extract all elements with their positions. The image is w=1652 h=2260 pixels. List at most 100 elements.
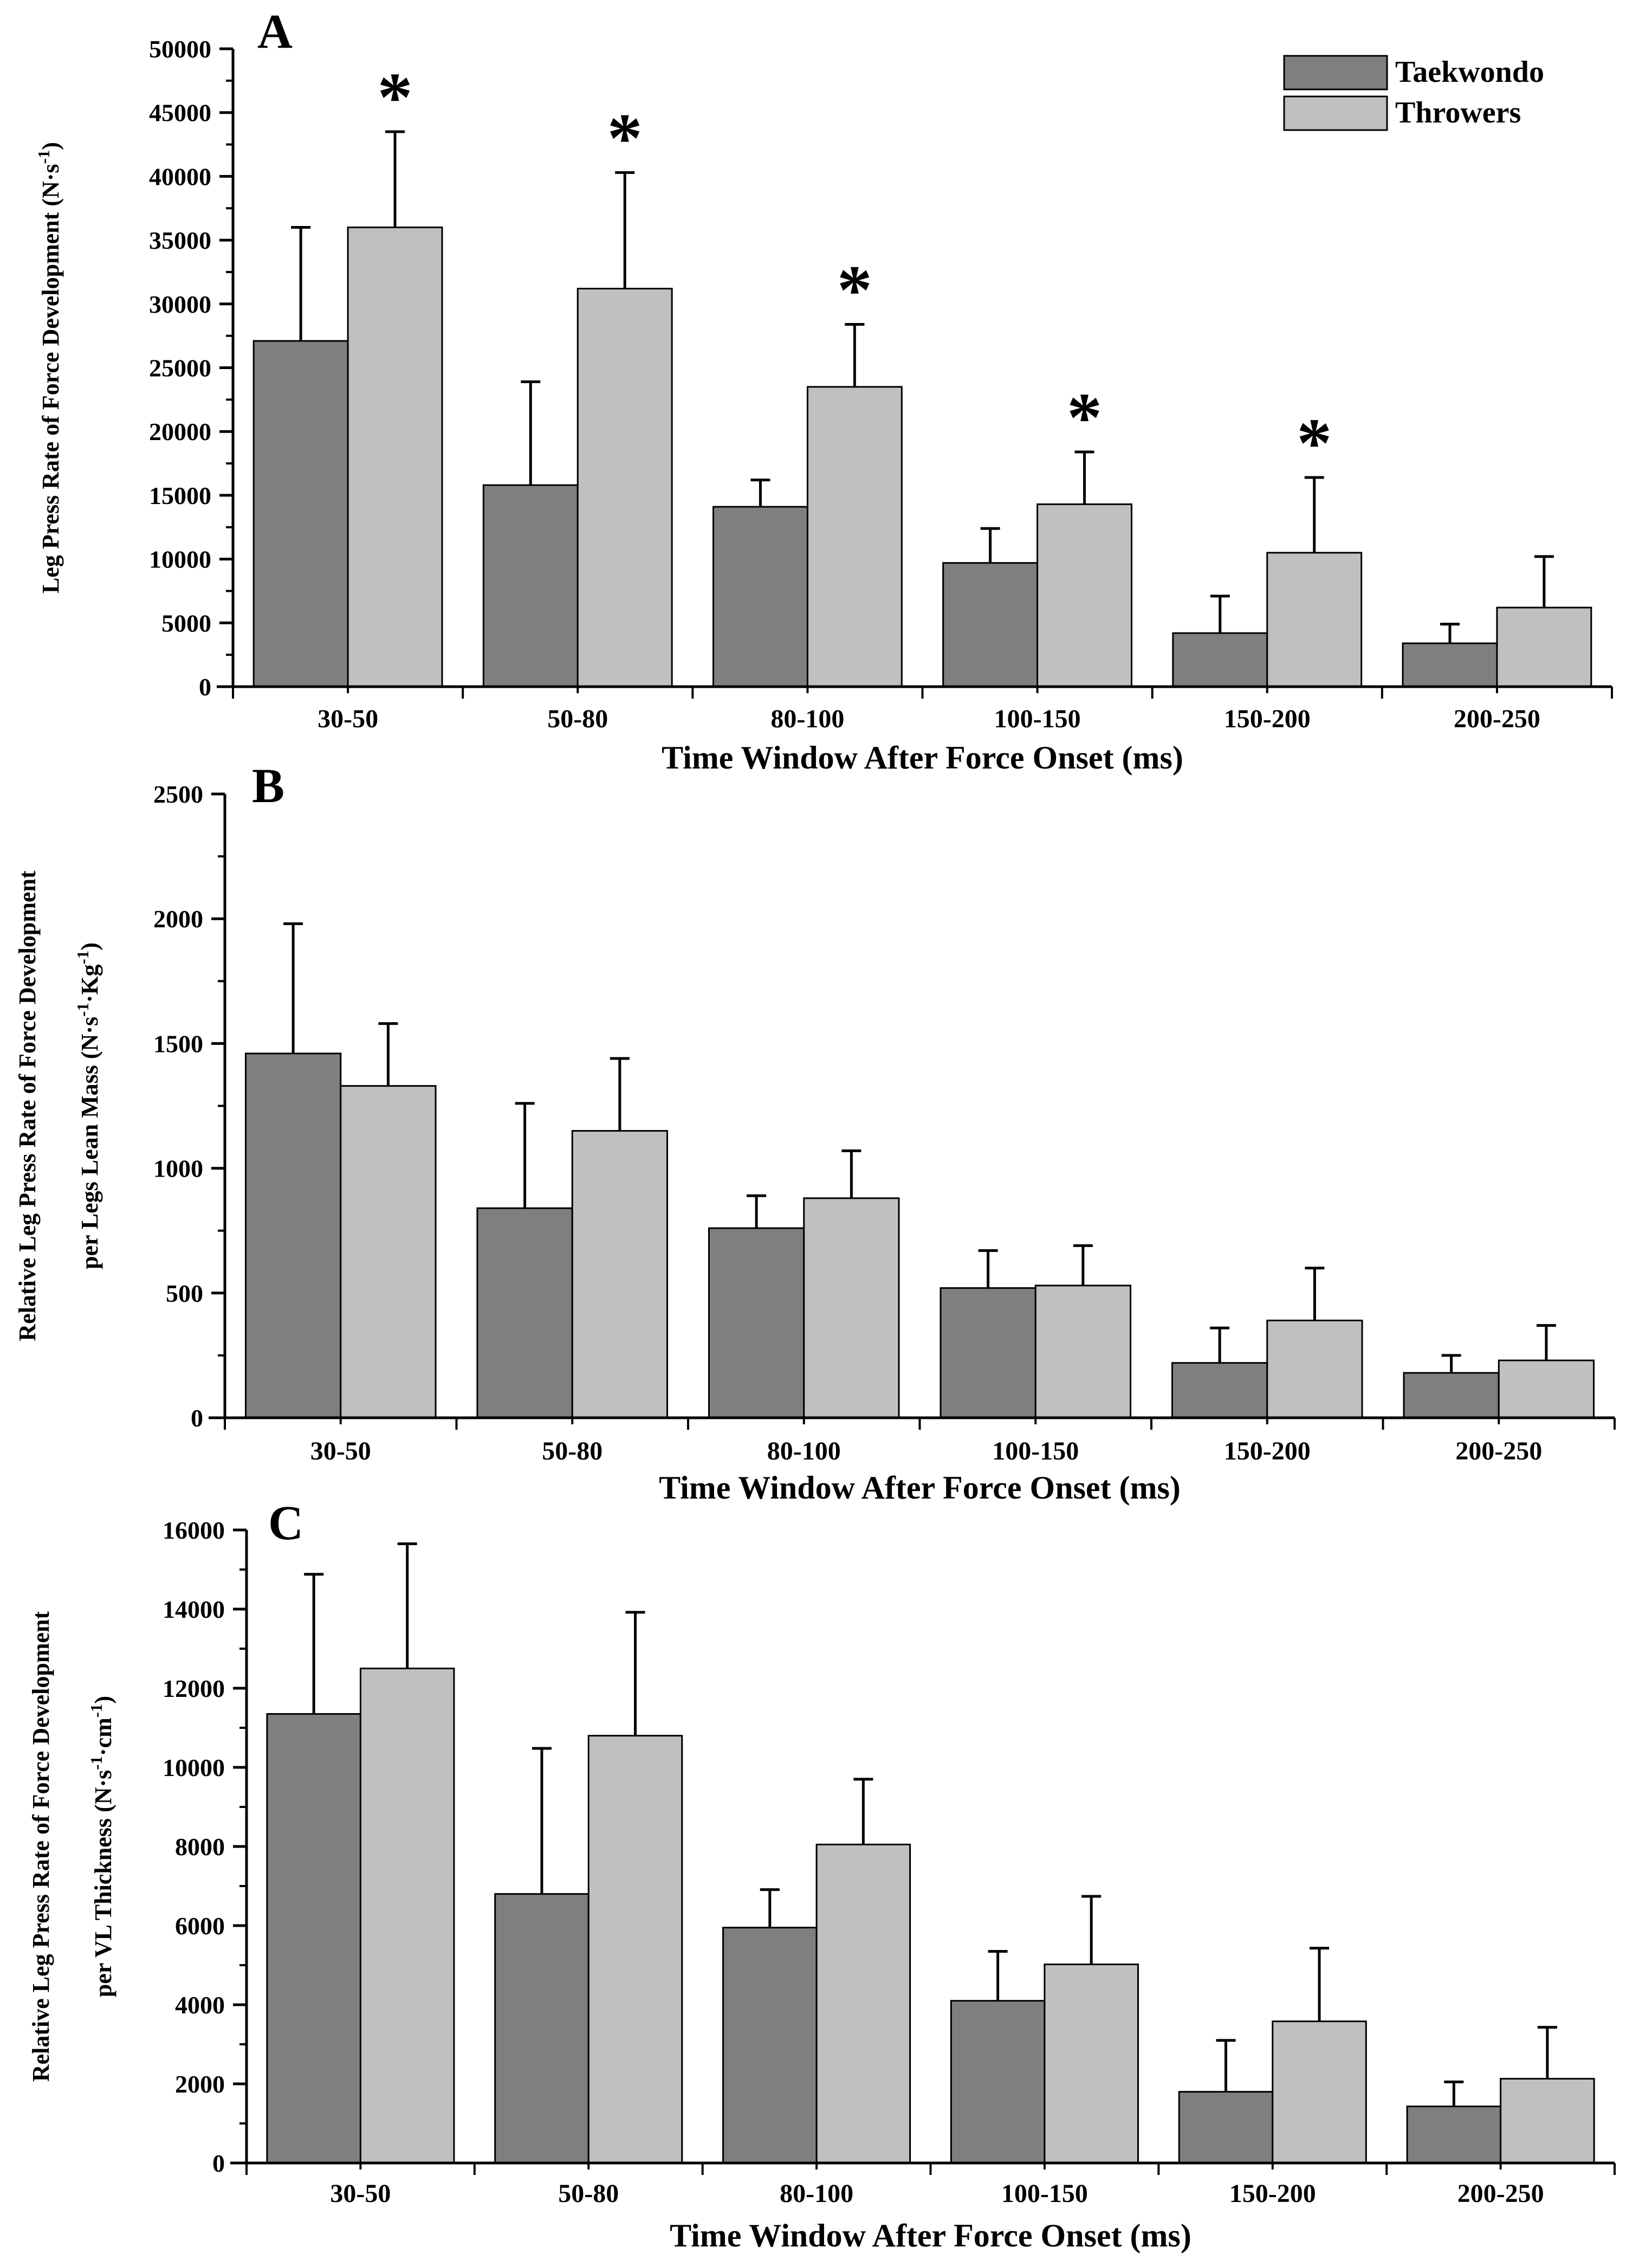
bar-throwers-150-200 xyxy=(1266,1319,1363,1419)
x-tick-label: 80-100 xyxy=(780,2179,853,2208)
y-tick-label: 6000 xyxy=(175,1912,225,1940)
x-tick-label: 80-100 xyxy=(770,705,844,733)
bar-throwers-50-80 xyxy=(571,1130,669,1419)
y-tick-label: 12000 xyxy=(163,1675,225,1702)
x-tick-label: 30-50 xyxy=(310,1437,371,1465)
y-tick-label: 10000 xyxy=(163,1754,225,1781)
bar-taekwondo-150-200 xyxy=(1172,632,1268,688)
y-tick-label: 16000 xyxy=(163,1516,225,1544)
bar-taekwondo-80-100 xyxy=(722,1927,818,2164)
y-tick-label: 14000 xyxy=(163,1596,225,1623)
bar-taekwondo-30-50 xyxy=(266,1713,361,2164)
bar-throwers-100-150 xyxy=(1036,503,1132,688)
x-tick-label: 150-200 xyxy=(1224,1437,1311,1465)
x-tick-label: 150-200 xyxy=(1224,705,1311,733)
y-axis-label-line: Relative Leg Press Rate of Force Develop… xyxy=(28,1611,54,2082)
bar-taekwondo-30-50 xyxy=(244,1052,342,1419)
bar-throwers-100-150 xyxy=(1044,1964,1139,2164)
x-tick-label: 100-150 xyxy=(1001,2179,1088,2208)
bar-taekwondo-100-150 xyxy=(950,2000,1046,2164)
bar-throwers-150-200 xyxy=(1266,552,1363,688)
x-tick-label: 200-250 xyxy=(1454,705,1540,733)
y-tick-label: 4000 xyxy=(175,1991,225,2019)
bar-taekwondo-100-150 xyxy=(942,562,1039,688)
bar-throwers-80-100 xyxy=(815,1843,911,2164)
bar-taekwondo-80-100 xyxy=(708,1227,805,1419)
x-tick-label: 200-250 xyxy=(1455,1437,1542,1465)
x-tick-label: 100-150 xyxy=(992,1437,1079,1465)
bar-taekwondo-100-150 xyxy=(940,1287,1036,1419)
bar-throwers-150-200 xyxy=(1272,2020,1367,2164)
x-tick-label: 80-100 xyxy=(767,1437,841,1465)
y-tick-label: 40000 xyxy=(149,163,211,190)
bar-taekwondo-200-250 xyxy=(1403,1372,1500,1419)
y-tick-label: 8000 xyxy=(175,1833,225,1861)
x-tick-label: 50-80 xyxy=(547,705,608,733)
y-tick-label: 2000 xyxy=(175,2070,225,2098)
bar-taekwondo-200-250 xyxy=(1402,642,1498,688)
y-tick-label: 20000 xyxy=(149,418,211,445)
legend-swatch-throwers xyxy=(1283,95,1388,131)
x-tick-label: 50-80 xyxy=(542,1437,603,1465)
y-tick-label: 2500 xyxy=(153,780,203,808)
chart-panel-c: 0 2000 4000 6000 8000 10000 12000 14000 16000 30-… xyxy=(28,1496,1616,2253)
y-tick-label: 30000 xyxy=(149,290,211,318)
chart-panel-a: * * * * * 0 5000 10000 15000 20000 25000 30000 35000… xyxy=(35,5,1613,776)
legend-label-taekwondo: Taekwondo xyxy=(1395,55,1544,89)
y-tick-label: 1000 xyxy=(153,1155,203,1183)
bar-throwers-30-50 xyxy=(359,1668,455,2164)
bar-throwers-200-250 xyxy=(1498,1359,1595,1419)
legend: Taekwondo Throwers xyxy=(1283,55,1544,131)
bar-throwers-30-50 xyxy=(347,227,443,688)
y-tick-label: 2000 xyxy=(153,905,203,933)
x-tick-label: 150-200 xyxy=(1229,2179,1316,2208)
significance-star: * xyxy=(1067,379,1102,457)
x-axis-label: Time Window After Force Onset (ms) xyxy=(659,1470,1181,1506)
y-tick-label: 15000 xyxy=(149,482,211,509)
bar-throwers-50-80 xyxy=(587,1735,683,2164)
bar-taekwondo-80-100 xyxy=(712,506,808,688)
panel-letter: C xyxy=(268,1496,303,1550)
y-tick-label: 0 xyxy=(191,1404,203,1432)
bar-throwers-80-100 xyxy=(803,1197,900,1419)
legend-label-throwers: Throwers xyxy=(1395,96,1521,130)
y-tick-label: 50000 xyxy=(149,35,211,63)
y-tick-label: 0 xyxy=(199,673,211,701)
x-axis-label: Time Window After Force Onset (ms) xyxy=(662,740,1183,776)
bar-throwers-200-250 xyxy=(1500,2078,1595,2164)
bar-taekwondo-50-80 xyxy=(494,1893,589,2164)
x-tick-label: 50-80 xyxy=(558,2179,619,2208)
y-axis-label-line: per Legs Lean Mass (N·s-1·Kg-1) xyxy=(74,942,103,1269)
panel-letter: B xyxy=(252,759,284,813)
y-tick-label: 500 xyxy=(166,1280,203,1307)
bar-taekwondo-30-50 xyxy=(252,340,349,688)
y-tick-label: 45000 xyxy=(149,99,211,127)
significance-star: * xyxy=(607,99,643,177)
bar-taekwondo-50-80 xyxy=(482,484,579,688)
x-tick-label: 200-250 xyxy=(1457,2179,1544,2208)
y-tick-label: 25000 xyxy=(149,354,211,382)
bar-throwers-80-100 xyxy=(806,386,903,688)
y-axis-label-line: per VL Thickness (N·s-1·cm-1) xyxy=(87,1696,116,1997)
significance-star: * xyxy=(378,59,413,137)
y-tick-label: 0 xyxy=(212,2149,225,2177)
significance-star: * xyxy=(837,251,872,329)
y-tick-label: 5000 xyxy=(161,609,211,637)
bar-throwers-200-250 xyxy=(1496,606,1592,688)
x-tick-label: 30-50 xyxy=(330,2179,391,2208)
bar-taekwondo-200-250 xyxy=(1406,2106,1502,2164)
y-tick-label: 10000 xyxy=(149,546,211,573)
y-tick-label: 35000 xyxy=(149,227,211,254)
bar-throwers-100-150 xyxy=(1034,1284,1132,1419)
bar-taekwondo-50-80 xyxy=(476,1207,573,1419)
x-axis-label: Time Window After Force Onset (ms) xyxy=(670,2218,1191,2253)
bar-taekwondo-150-200 xyxy=(1178,2091,1274,2164)
x-tick-label: 30-50 xyxy=(318,705,378,733)
chart-panel-b: 0 500 1000 1500 2000 2500 30-50 50-80 80-100 100-… xyxy=(14,759,1616,1506)
x-tick-label: 100-150 xyxy=(994,705,1081,733)
y-axis-label: Leg Press Rate of Force Development (N·s… xyxy=(35,142,64,593)
panel-letter: A xyxy=(257,5,293,59)
y-axis-label-line: Relative Leg Press Rate of Force Develop… xyxy=(14,870,41,1341)
significance-star: * xyxy=(1297,404,1332,482)
